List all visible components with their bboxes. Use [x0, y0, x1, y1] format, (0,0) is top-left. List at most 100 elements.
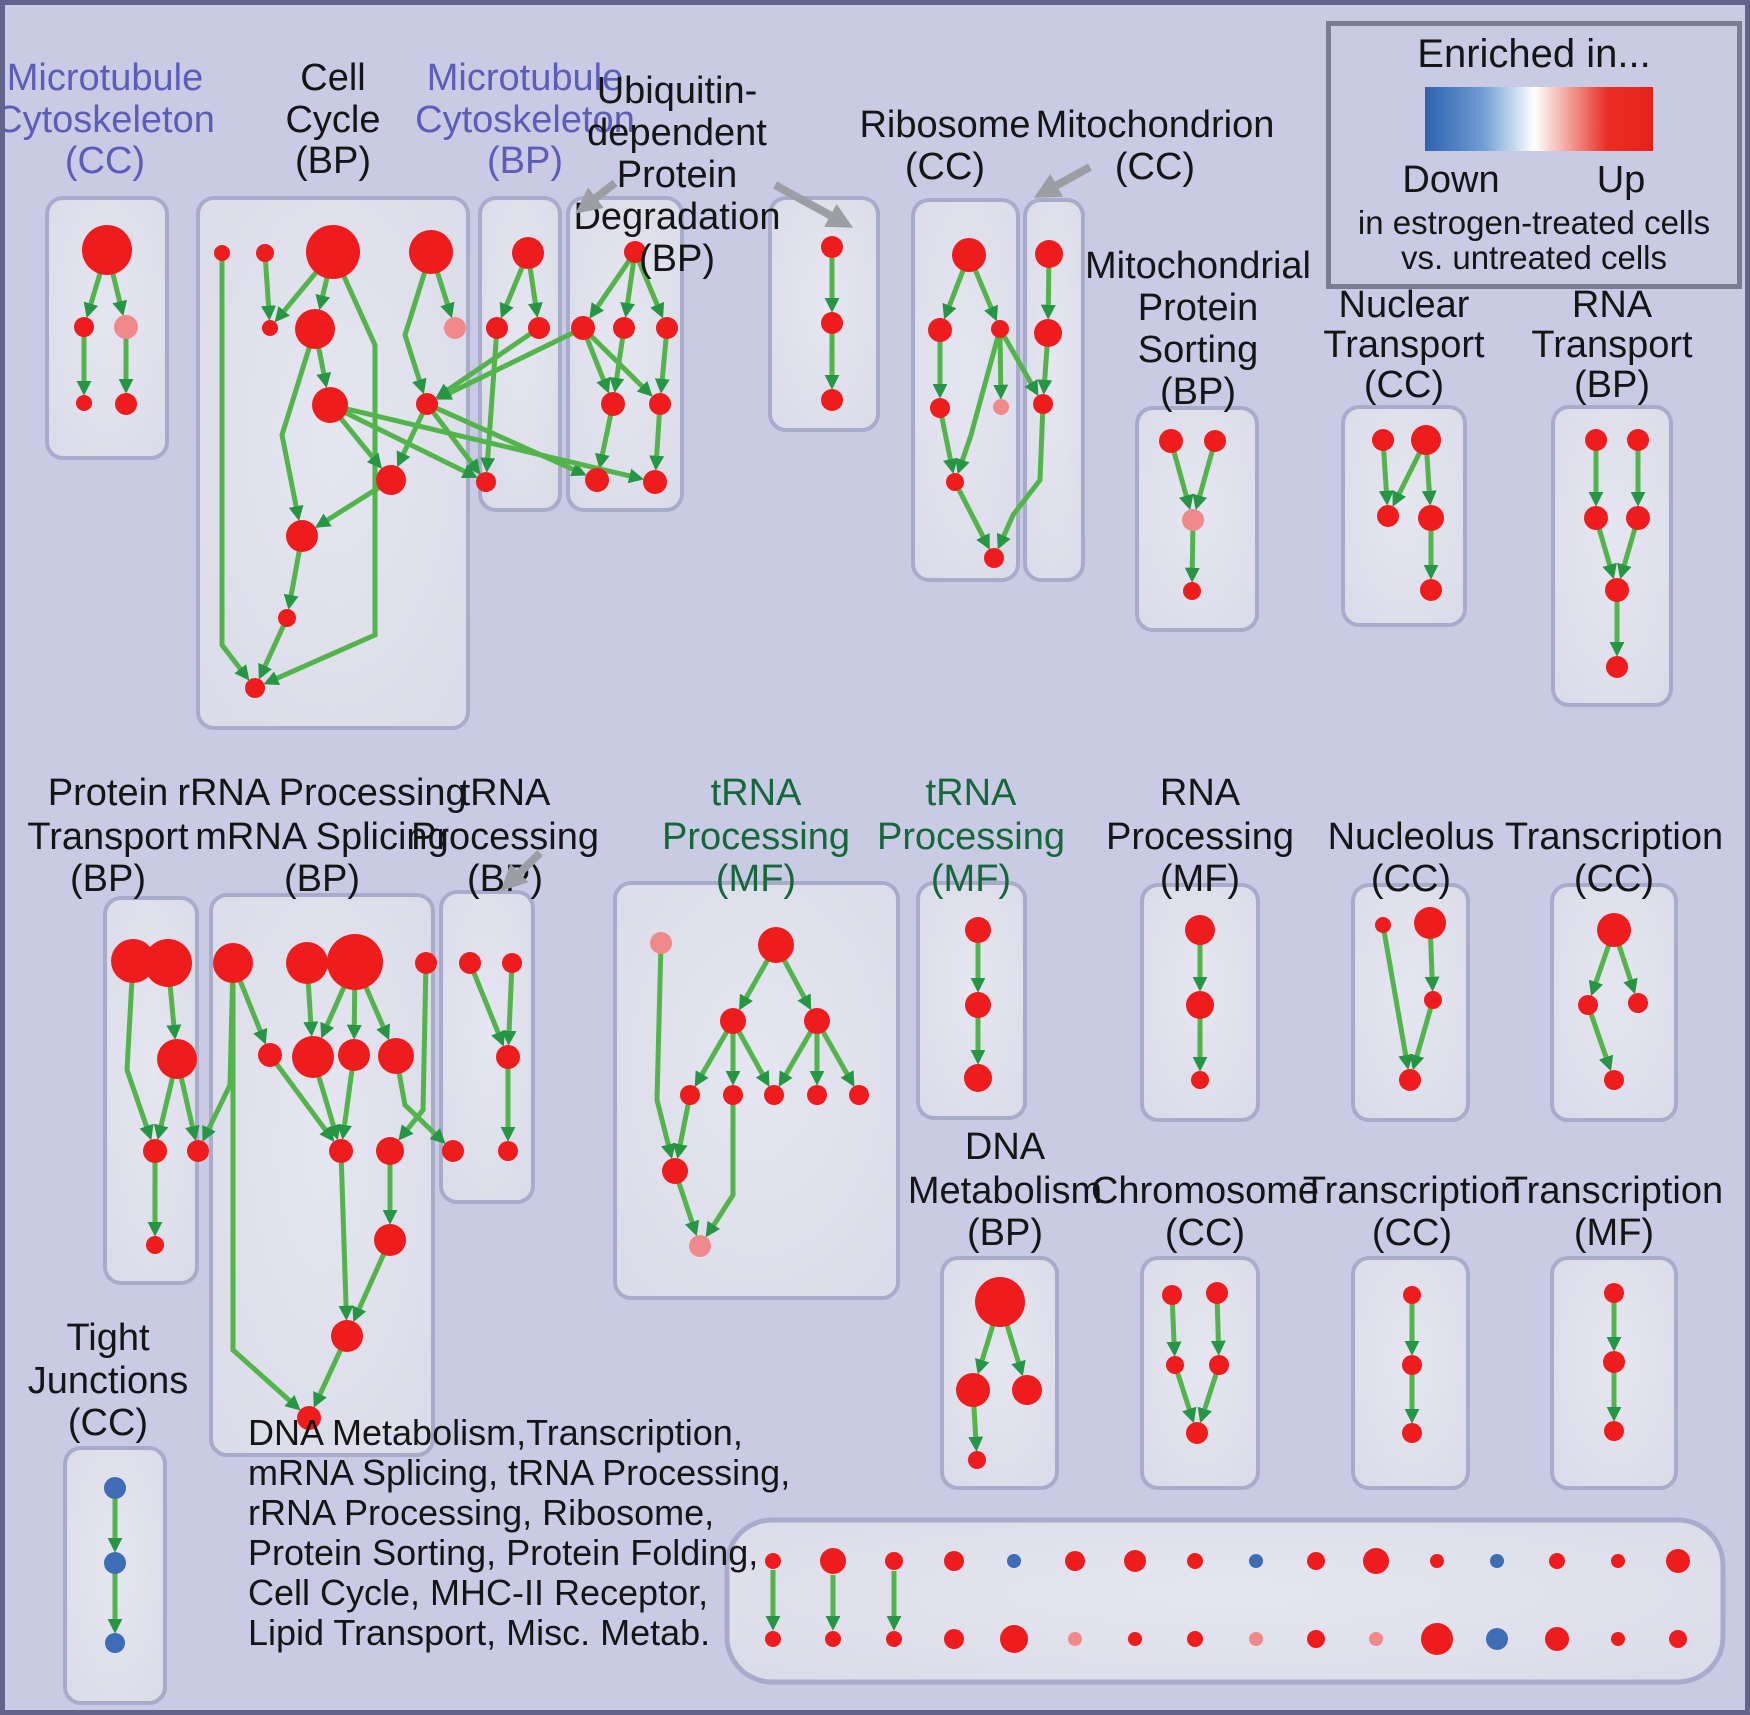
cluster-box-tcc	[1550, 883, 1678, 1122]
edge-rrna-q12-qf	[313, 1347, 344, 1408]
edge-rrna-q3-q6	[320, 984, 347, 1039]
cluster-label-rrna-line1: mRNA Splicing	[195, 816, 448, 858]
band-node-bottom-col12	[1486, 1628, 1508, 1650]
band-node-top-col13	[1549, 1553, 1565, 1569]
go-term-node-ubq-lL	[601, 392, 625, 416]
edge-cc-F-K	[279, 345, 313, 522]
go-term-node-dnam-d3	[1012, 1375, 1042, 1405]
edge-cc-C-E	[274, 269, 319, 323]
edge-ntr-n1-n3	[1378, 448, 1394, 506]
go-term-node-ubq-mC	[613, 317, 635, 339]
band-node-bottom-col7	[1187, 1631, 1203, 1647]
go-term-node-pt-p6	[187, 1140, 209, 1162]
edge-rib-rmR-rpk	[993, 335, 1009, 400]
go-term-node-tmf1-c4	[807, 1085, 827, 1105]
edge-rtr-r3-r5	[1596, 526, 1617, 580]
note-line: Lipid Transport, Misc. Metab.	[248, 1612, 711, 1653]
band-node-top-col8	[1249, 1554, 1263, 1568]
cluster-label-tmf2-line2: (MF)	[931, 858, 1011, 900]
go-term-node-mito-m3	[1033, 394, 1053, 414]
cluster-label-ubq-line1: dependent	[587, 112, 767, 154]
edge-ubq-top-mC	[620, 260, 637, 318]
edge-cc-K-L	[283, 549, 302, 610]
go-term-node-tmf1-c3	[764, 1085, 784, 1105]
edge-rrna-q1-q5	[237, 978, 268, 1045]
go-term-node-rrna-q5	[258, 1043, 282, 1067]
go-term-node-tmf3-u3	[1604, 1421, 1624, 1441]
cluster-label-tmf3-line0: Transcription	[1505, 1170, 1723, 1212]
cluster-label-mito-line1: (CC)	[1115, 146, 1195, 188]
cluster-label-rpmf-line1: Processing	[1106, 816, 1294, 858]
go-term-node-rtr-r1	[1585, 429, 1607, 451]
band-node-top-col14	[1611, 1554, 1625, 1568]
band-node-bottom-col3	[944, 1629, 964, 1649]
cluster-label-cc-line2: (BP)	[295, 140, 371, 182]
go-term-node-tbp-b2	[502, 953, 522, 973]
cluster-label-mt_cc-line0: Microtubule	[7, 57, 203, 99]
go-term-node-rrna-q6	[292, 1036, 334, 1078]
cluster-label-mtbp-line2: (BP)	[487, 140, 563, 182]
go-term-node-tbp-b5	[498, 1141, 518, 1161]
go-term-node-ubq-bL	[585, 468, 609, 492]
collapsed-categories-note: DNA Metabolism,Transcription, mRNA Splic…	[248, 1413, 790, 1653]
cluster-label-rib-line1: (CC)	[905, 146, 985, 188]
go-term-node-dnam-d1	[975, 1277, 1025, 1327]
go-term-node-dnam-d4	[968, 1451, 986, 1469]
edge-rrna-q5-q9	[273, 1061, 335, 1142]
cluster-box-ubq	[566, 196, 684, 512]
go-term-node-ubq2-u3	[821, 389, 843, 411]
go-term-node-ntr-n2	[1411, 425, 1441, 455]
edge-cc-A-M	[219, 259, 250, 681]
edge-pt-p3-p4	[153, 1075, 176, 1141]
cluster-label-ubq-line4: (BP)	[639, 238, 715, 280]
layer-edges	[76, 256, 1646, 1634]
go-term-node-tj-tj2	[104, 1552, 126, 1574]
go-term-node-chr-ch1	[1162, 1285, 1182, 1305]
cluster-box-nuc	[1351, 883, 1470, 1122]
edge-cc-C-F	[315, 275, 331, 311]
band-node-top-col1	[820, 1548, 846, 1574]
band-node-bottom-col2	[886, 1631, 902, 1647]
cluster-label-pt-line0: Protein	[48, 772, 168, 814]
go-term-node-cc-M	[245, 678, 265, 698]
network-diagram-canvas: MicrotubuleCytoskeleton(CC)CellCycle(BP)…	[5, 57, 1726, 1705]
cluster-box-mtbp	[478, 196, 562, 512]
go-term-node-rrna-q8	[378, 1038, 414, 1074]
cross-edge-rrna.q1-pt.p6	[202, 980, 236, 1142]
edge-tmf1-mL-c1	[694, 1029, 730, 1087]
go-term-node-chr-ch4	[1209, 1355, 1229, 1375]
go-term-node-dnam-d2	[956, 1373, 990, 1407]
go-term-node-cc-E	[262, 320, 278, 336]
cluster-label-nuc-line1: (CC)	[1371, 858, 1451, 900]
go-term-node-rib-rpk	[993, 399, 1009, 415]
go-term-node-rrna-q3	[327, 934, 383, 990]
go-term-node-mtbp-mR	[528, 317, 550, 339]
cluster-box-ubq2	[768, 196, 880, 432]
cluster-label-tbp-line0: tRNA	[460, 772, 551, 814]
go-term-node-tmf1-low	[662, 1158, 688, 1184]
go-term-node-tmf2-v3	[964, 1064, 992, 1092]
edge-ubq-hub-lL	[584, 336, 611, 394]
go-term-node-rib-rmL	[928, 318, 952, 342]
edge-rrna-q1-qf	[230, 981, 301, 1411]
edge-pt-p2-p3	[166, 984, 182, 1040]
go-term-node-tcc-y4	[1604, 1070, 1624, 1090]
edge-cc-B-E	[261, 259, 277, 321]
cross-edge-cc.I-mtbp.bL	[430, 409, 481, 475]
edge-chr-ch2-ch4	[1210, 1301, 1226, 1356]
edge-cc-F-H	[316, 346, 332, 389]
edge-cc-J-K	[314, 484, 382, 528]
go-term-node-cc-A	[214, 245, 230, 261]
cluster-label-cc-line0: Cell	[300, 57, 365, 99]
go-term-node-chr-ch2	[1206, 1282, 1228, 1304]
go-term-node-rrna-qf	[297, 1406, 321, 1430]
cluster-label-tmf1-line1: Processing	[662, 816, 850, 858]
go-term-node-tmf1-c2	[723, 1085, 743, 1105]
cluster-label-tj-line0: Tight	[66, 1317, 150, 1359]
cluster-box-dnam	[940, 1256, 1059, 1490]
go-term-node-nuc-x1	[1375, 917, 1391, 933]
go-term-node-tmf1-c5	[849, 1085, 869, 1105]
go-term-node-rtr-r6	[1606, 656, 1628, 678]
edge-tmf1-t1-mR	[781, 957, 812, 1011]
go-term-node-tbp-b3	[496, 1045, 520, 1069]
